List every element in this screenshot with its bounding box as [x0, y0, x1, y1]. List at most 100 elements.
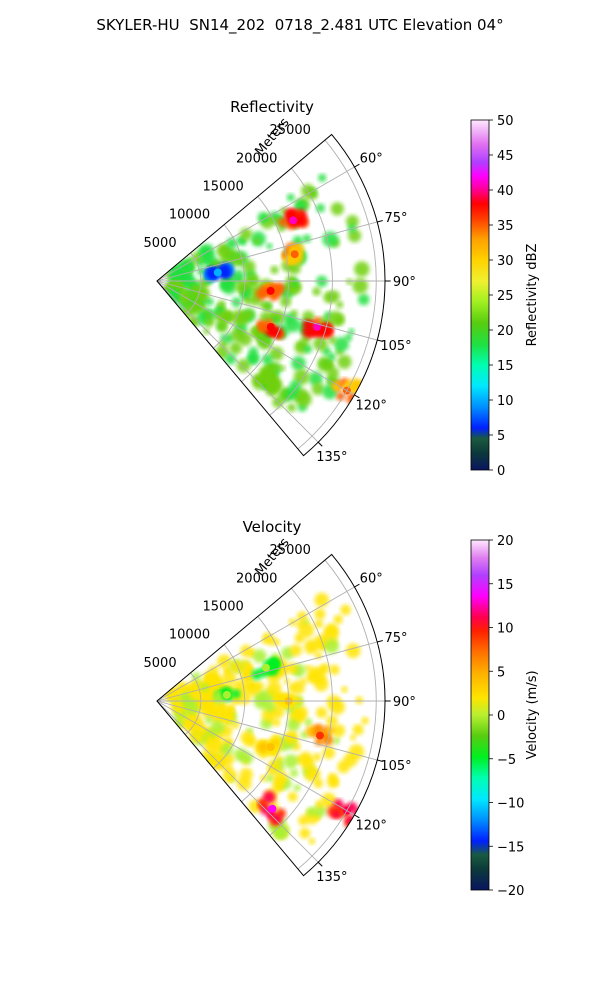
echo-pixel: [314, 619, 324, 629]
echo-pixel: [204, 716, 213, 724]
echo-pixel: [332, 724, 346, 738]
echo-pixel: [244, 665, 252, 673]
echo-pixel: [216, 321, 228, 333]
echo-pixel: [219, 280, 230, 291]
echo-pixel: [220, 309, 234, 324]
echo-pixel: [293, 784, 301, 792]
echo-pixel: [286, 193, 295, 202]
echo-cell: [302, 325, 316, 339]
echo-pixel: [336, 301, 344, 309]
echo-pixel: [304, 766, 321, 783]
echo-pixel: [273, 770, 288, 785]
echo-pixel: [334, 336, 349, 352]
echo-pixel: [288, 684, 296, 692]
echo-pixel: [294, 199, 308, 213]
colorbar-tick-label: 10: [497, 394, 514, 409]
azimuth-tick-label: 90°: [393, 275, 416, 290]
colorbar-label: Velocity (m/s): [525, 670, 540, 759]
echo-pixel: [283, 754, 299, 769]
echo-pixel: [291, 356, 306, 371]
echo-cell: [332, 810, 340, 819]
radar-panel-1: Reflectivity60°75°90°105°120°135°5000100…: [144, 98, 540, 479]
echo-pixel: [254, 681, 265, 692]
range-tick-label: 15000: [202, 599, 243, 614]
colorbar-tick-label: −20: [497, 884, 524, 899]
range-tick-label: 10000: [169, 208, 210, 223]
echo-pixel: [222, 670, 237, 686]
echo-pixel: [217, 300, 226, 308]
echo-core: [316, 731, 324, 740]
echo-pixel: [279, 365, 286, 372]
echo-pixel: [333, 614, 343, 625]
azimuth-tick-label: 60°: [360, 571, 383, 586]
echo-pixel: [210, 720, 225, 735]
range-ring: [241, 616, 289, 803]
range-tick-label: 20000: [236, 151, 277, 166]
echo-pixel: [221, 712, 235, 726]
echo-cell: [290, 257, 297, 264]
echo-pixel: [290, 769, 299, 778]
echo-pixel: [299, 751, 313, 765]
colorbar: 0 5 10 15 20 25 30 35 40 45 50 Reflectivity dBZ: [470, 114, 540, 479]
colorbar-tick-label: 15: [497, 578, 514, 593]
echo-pixel: [266, 243, 273, 250]
echo-pixel: [222, 768, 237, 784]
colorbar-tick-label: 10: [497, 622, 514, 637]
echo-cell: [295, 697, 303, 704]
echo-pixel: [232, 253, 246, 267]
echo-pixel: [328, 336, 337, 345]
echo-pixel: [331, 778, 339, 786]
echo-pixel: [307, 189, 318, 200]
azimuth-tick-mark: [354, 583, 360, 588]
sector-frame: [156, 553, 386, 877]
azimuth-tick-label: 105°: [380, 339, 411, 354]
echo-pixel: [352, 724, 364, 736]
echo-pixel: [327, 352, 336, 361]
colorbar-tick-label: 5: [497, 665, 505, 680]
echo-pixel: [227, 704, 235, 711]
echo-pixel: [292, 705, 308, 722]
sector-frame: [156, 133, 386, 457]
echo-core: [290, 250, 299, 259]
echo-pixel: [314, 608, 326, 620]
azimuth-tick-label: 90°: [393, 695, 416, 710]
echo-pixel: [354, 261, 370, 277]
echo-pixel: [328, 310, 344, 327]
echo-pixel: [287, 403, 296, 412]
echo-pixel: [290, 680, 305, 695]
echo-pixel: [184, 699, 200, 715]
echo-pixel: [277, 783, 284, 791]
echo-pixel: [200, 683, 209, 692]
echo-pixel: [277, 225, 285, 233]
echo-pixel: [270, 265, 279, 275]
echo-pixel: [257, 335, 273, 350]
echo-core: [222, 690, 231, 699]
azimuth-spoke: [156, 166, 355, 282]
echo-pixel: [341, 686, 348, 693]
echo-pixel: [231, 721, 240, 729]
echo-core: [289, 216, 298, 225]
range-ring: [213, 644, 246, 769]
echo-pixel: [288, 262, 301, 275]
colorbar-tick-label: 15: [497, 359, 514, 374]
echo-pixel: [287, 791, 298, 802]
echo-pixel: [185, 721, 195, 731]
colorbar-tick-label: 45: [497, 149, 514, 164]
azimuth-tick-label: 135°: [316, 870, 347, 885]
echo-pixel: [269, 346, 284, 361]
colorbar-tick-label: 35: [497, 219, 514, 234]
echo-pixel: [329, 664, 340, 675]
echo-cell: [326, 726, 335, 735]
echo-pixel: [327, 290, 340, 303]
colorbar-tick-label: 20: [497, 324, 514, 339]
echo-pixel: [352, 278, 369, 294]
azimuth-spoke: [156, 280, 355, 396]
echo-pixel: [355, 696, 364, 705]
page-title: SKYLER-HU SN14_202 0718_2.481 UTC Elevat…: [96, 16, 504, 34]
colorbar-tick-label: −10: [497, 797, 524, 812]
echo-pixel: [261, 353, 273, 365]
range-tick-label: 25000: [270, 123, 311, 138]
azimuth-tick-mark: [317, 441, 323, 447]
azimuth-tick-label: 120°: [356, 399, 387, 414]
range-tick-label: 5000: [144, 656, 177, 671]
